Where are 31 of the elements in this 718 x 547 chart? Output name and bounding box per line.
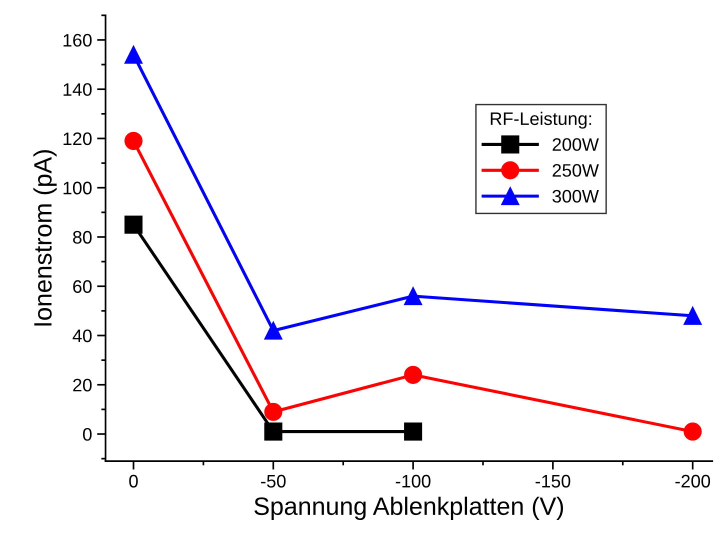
y-tick-label: 140 [64, 83, 92, 96]
legend-title: RF-Leistung: [490, 112, 592, 129]
x-tick-label: -200 [675, 474, 710, 488]
y-axis-title: Ionenstrom (pA) [33, 150, 57, 326]
y-tick-label: 120 [64, 132, 92, 146]
point [124, 46, 143, 64]
point [404, 366, 422, 384]
point [404, 422, 422, 441]
x-axis-title: Spannung Ablenkplatten (V) [254, 496, 564, 520]
point [264, 322, 282, 340]
x-tick-label: -150 [536, 474, 570, 488]
point [684, 306, 702, 325]
y-tick-label: 0 [83, 428, 92, 441]
point [684, 422, 702, 441]
y-tick-label: 100 [64, 182, 92, 194]
x-tick-label: -50 [261, 474, 286, 488]
x-tick-label: -100 [396, 474, 430, 488]
y-tick-label: 60 [73, 280, 92, 293]
point [124, 132, 143, 150]
legend-label: 200W [552, 138, 599, 151]
point [124, 216, 143, 234]
y-tick-label: 160 [64, 34, 92, 47]
y-tick-label: 80 [73, 230, 92, 244]
point [264, 402, 282, 421]
point [404, 287, 422, 306]
legend-label: 300W [552, 190, 599, 203]
y-tick-label: 20 [73, 378, 92, 392]
y-tick-label: 40 [72, 329, 92, 342]
x-tick-label: 0 [129, 474, 138, 488]
legend-label: 250W [552, 164, 599, 177]
point [264, 422, 282, 441]
